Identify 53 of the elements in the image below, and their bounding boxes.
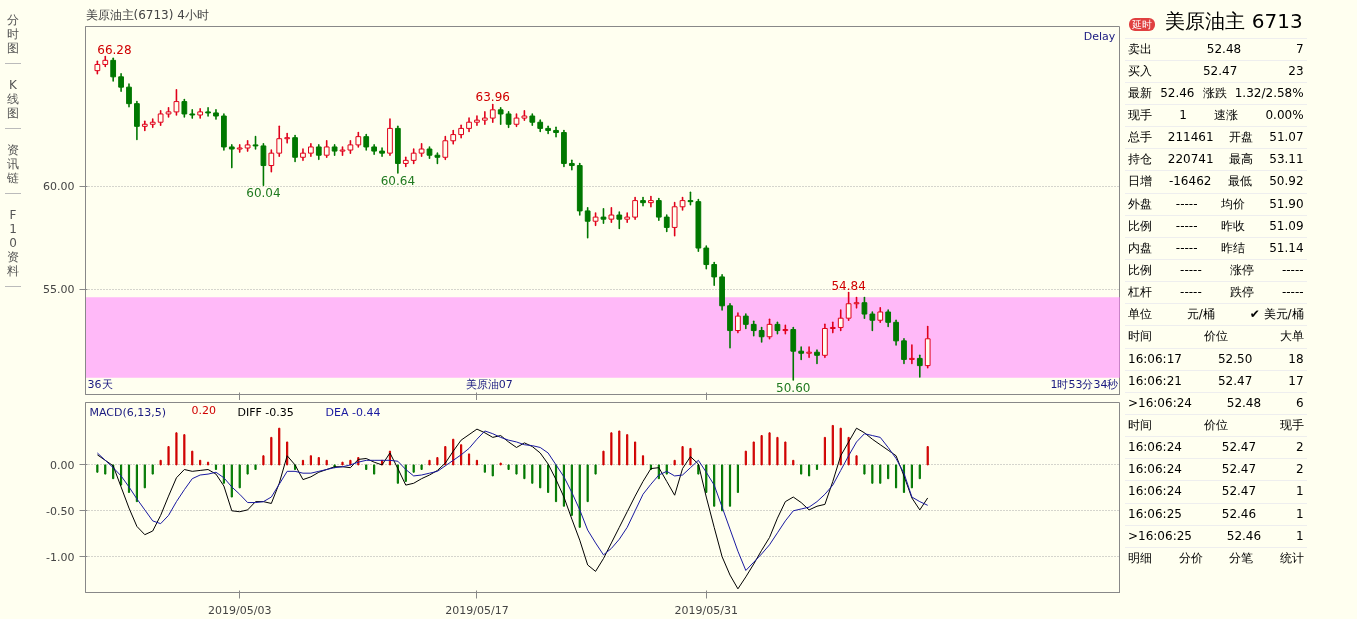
text: >16:06:25 52.46 1	[1128, 528, 1304, 543]
y-tick-label: -0.50	[46, 504, 75, 518]
text: 1时53分34秒	[1050, 377, 1119, 391]
text: 现手 1 速涨 0.00%	[1128, 107, 1304, 122]
y-tick-label: 0.00	[50, 458, 75, 472]
text: 卖出 52.48 7	[1128, 41, 1304, 56]
annotation: 美原油07	[465, 377, 513, 391]
y-tick-label: 60.00	[43, 180, 75, 194]
annotation: 66.28	[97, 42, 132, 57]
text: K线图	[5, 70, 21, 129]
x-tick-label: 2019/05/31	[674, 603, 738, 617]
x-tick-label: 2019/05/03	[208, 603, 272, 617]
text: 明细 分价 分笔 统计	[1128, 550, 1304, 565]
text: 16:06:24 52.47 2	[1128, 462, 1304, 477]
annotation: 60.04	[246, 186, 281, 201]
text: F10资料	[5, 200, 21, 287]
text: 16:06:25 52.46 1	[1128, 506, 1304, 521]
annotation: 36天	[87, 377, 113, 391]
text: 时间 价位 大单	[1128, 329, 1304, 344]
text: Delay	[1083, 30, 1116, 44]
text: 总手 211461 开盘 51.07	[1128, 130, 1304, 145]
y-tick-label: 55.00	[43, 283, 75, 297]
text: 单位 元/桶 ✔ 美元/桶	[1128, 307, 1304, 322]
annotation: 63.96	[475, 90, 510, 105]
text: 美原油主 6713	[1165, 9, 1303, 33]
text: DEA -0.44	[325, 405, 381, 419]
chart-title: MACD(6,13,5)	[89, 405, 167, 419]
text: 日增 -16462 最低 50.92	[1128, 174, 1304, 189]
text: 16:06:17 52.50 18	[1128, 351, 1304, 366]
text: DIFF -0.35	[237, 405, 294, 419]
text: 持仓 220741 最高 53.11	[1128, 152, 1304, 167]
text: 16:06:24 52.47 2	[1128, 440, 1304, 455]
annotation: 50.60	[776, 381, 811, 396]
text: 比例 ----- 昨收 51.09	[1128, 218, 1304, 233]
text: 买入 52.47 23	[1128, 63, 1304, 78]
text: 比例 ----- 涨停 -----	[1128, 262, 1304, 277]
chart-title: 美原油主(6713) 4小时	[85, 7, 209, 22]
series-label: 0.20	[191, 403, 216, 417]
text: 最新 52.46 涨跌 1.32/2.58%	[1128, 84, 1304, 102]
text: 杠杆 ----- 跌停 -----	[1128, 285, 1304, 300]
text: 资讯链	[5, 135, 21, 194]
y-tick-label: -1.00	[46, 550, 75, 564]
annotation: 60.64	[380, 173, 416, 188]
text: 内盘 ----- 昨结 51.14	[1128, 240, 1304, 255]
text: 分时图	[5, 5, 21, 64]
text: 时间 价位 现手	[1128, 417, 1304, 432]
text: >16:06:24 52.48 6	[1128, 395, 1304, 410]
text: 16:06:21 52.47 17	[1128, 373, 1304, 388]
annotation: 54.84	[831, 278, 866, 293]
x-tick-label: 2019/05/17	[445, 603, 509, 617]
text: 延时	[1129, 18, 1155, 31]
text: 16:06:24 52.47 1	[1128, 484, 1304, 499]
text: 外盘 ----- 均价 51.90	[1128, 196, 1304, 211]
